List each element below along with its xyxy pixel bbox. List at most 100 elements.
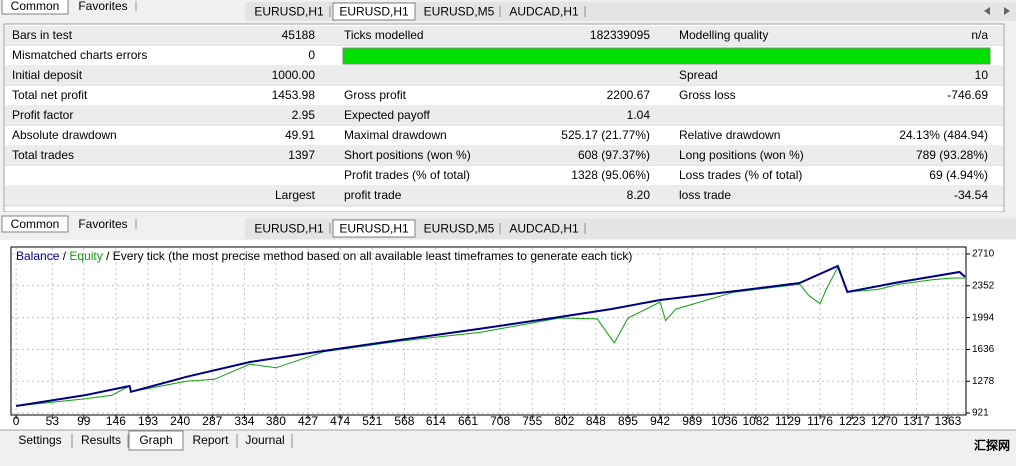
row-label: Relative drawdown — [679, 128, 780, 142]
tab[interactable] — [332, 2, 416, 21]
row-value: 182339095 — [590, 28, 650, 42]
row-value: 0 — [308, 48, 315, 62]
row-label: Spread — [679, 68, 718, 82]
x-tick-label: 1223 — [839, 414, 866, 428]
row-value: 69 (4.94%) — [929, 168, 988, 182]
row-label: Bars in test — [12, 28, 73, 42]
tab-label[interactable]: Favorites — [78, 0, 127, 13]
x-tick-label: 0 — [13, 414, 20, 428]
tab-label[interactable]: Favorites — [78, 217, 127, 231]
tab-label[interactable]: Graph — [139, 433, 172, 447]
legend-separator: / — [63, 249, 67, 263]
table-row — [5, 26, 1003, 46]
x-tick-label: 1270 — [871, 414, 898, 428]
row-value: 1.04 — [627, 108, 651, 122]
table-row — [5, 86, 1003, 106]
table-row — [5, 126, 1003, 146]
x-tick-label: 193 — [138, 414, 158, 428]
x-tick-label: 802 — [554, 414, 574, 428]
row-label: Modelling quality — [679, 28, 768, 42]
row-label: Loss trades (% of total) — [679, 168, 802, 182]
legend-note: Every tick (the most precise method base… — [113, 249, 633, 263]
tab-label[interactable]: Journal — [245, 433, 284, 447]
row-label: Absolute drawdown — [12, 128, 117, 142]
legend-separator: / — [106, 249, 110, 263]
tab-label[interactable]: AUDCAD,H1 — [509, 5, 579, 19]
y-tick-label: 1278 — [972, 376, 995, 387]
x-tick-label: 334 — [234, 414, 254, 428]
tab-label[interactable]: EURUSD,H1 — [254, 222, 324, 236]
chart-tab-strip — [245, 2, 1016, 21]
x-tick-label: 708 — [490, 414, 510, 428]
scroll-left[interactable] — [984, 7, 990, 15]
tab-label[interactable]: Results — [81, 433, 121, 447]
row-value: 49.91 — [285, 128, 315, 142]
tab-label[interactable]: AUDCAD,H1 — [509, 222, 579, 236]
row-label: Mismatched charts errors — [12, 48, 147, 62]
row-value: 45188 — [282, 28, 316, 42]
y-tick-label: 1994 — [972, 312, 995, 323]
x-tick-label: 1036 — [711, 414, 738, 428]
x-tick-label: 1176 — [807, 414, 833, 428]
row-value: 10 — [975, 68, 989, 82]
tab-label[interactable]: Report — [192, 433, 229, 447]
table-row — [5, 166, 1003, 186]
legend-entry: Balance — [16, 249, 60, 263]
row-value: 8.20 — [627, 188, 651, 202]
tab-label[interactable]: EURUSD,M5 — [424, 222, 495, 236]
row-value: n/a — [971, 28, 988, 42]
x-tick-label: 755 — [522, 414, 542, 428]
tab[interactable] — [128, 430, 184, 451]
tab-label[interactable]: EURUSD,H1 — [254, 5, 324, 19]
y-tick-label: 2710 — [972, 249, 995, 260]
row-value: -746.69 — [947, 88, 988, 102]
row-label: Total net profit — [12, 88, 88, 102]
x-tick-label: 521 — [362, 414, 382, 428]
row-value: 525.17 (21.77%) — [561, 128, 650, 142]
tab[interactable] — [1, 0, 69, 15]
tab-label[interactable]: Settings — [18, 433, 61, 447]
row-label: profit trade — [344, 188, 402, 202]
tab-label[interactable]: EURUSD,M5 — [424, 5, 495, 19]
x-tick-label: 146 — [106, 414, 126, 428]
x-tick-label: 1082 — [742, 414, 769, 428]
tab-label[interactable]: EURUSD,H1 — [339, 5, 409, 19]
tab-label[interactable]: Common — [11, 0, 60, 13]
series-line — [15, 264, 966, 407]
row-label: Expected payoff — [344, 108, 431, 122]
x-tick-label: 99 — [77, 414, 91, 428]
tab[interactable] — [332, 219, 416, 238]
x-tick-label: 568 — [394, 414, 414, 428]
row-value: 1397 — [288, 148, 315, 162]
y-tick-label: 1636 — [972, 344, 995, 355]
row-value: 789 (93.28%) — [916, 148, 988, 162]
y-tick-label: 2352 — [972, 280, 995, 291]
row-label: loss trade — [679, 188, 731, 202]
row-label: Ticks modelled — [344, 28, 424, 42]
row-label: Short positions (won %) — [344, 148, 471, 162]
x-tick-label: 614 — [426, 414, 446, 428]
x-tick-label: 474 — [330, 414, 350, 428]
row-label: Gross loss — [679, 88, 736, 102]
tab[interactable] — [1, 215, 69, 233]
row-label: Profit factor — [12, 108, 73, 122]
tab-label[interactable]: EURUSD,H1 — [339, 222, 409, 236]
y-tick-label: 921 — [972, 408, 989, 419]
tab-label[interactable]: Common — [11, 217, 60, 231]
x-tick-label: 1363 — [935, 414, 962, 428]
table-row — [5, 146, 1003, 166]
x-tick-label: 942 — [650, 414, 670, 428]
row-label: Total trades — [12, 148, 74, 162]
scroll-right[interactable] — [1004, 7, 1010, 15]
row-value: Largest — [275, 188, 316, 202]
row-label: Initial deposit — [12, 68, 83, 82]
row-value: 608 (97.37%) — [578, 148, 650, 162]
x-tick-label: 1317 — [903, 414, 930, 428]
row-value: 1328 (95.06%) — [571, 168, 650, 182]
row-value: 24.13% (484.94) — [899, 128, 988, 142]
quality-bar — [342, 47, 991, 65]
row-value: 1000.00 — [272, 68, 316, 82]
row-label: Gross profit — [344, 88, 407, 102]
x-tick-label: 380 — [266, 414, 286, 428]
